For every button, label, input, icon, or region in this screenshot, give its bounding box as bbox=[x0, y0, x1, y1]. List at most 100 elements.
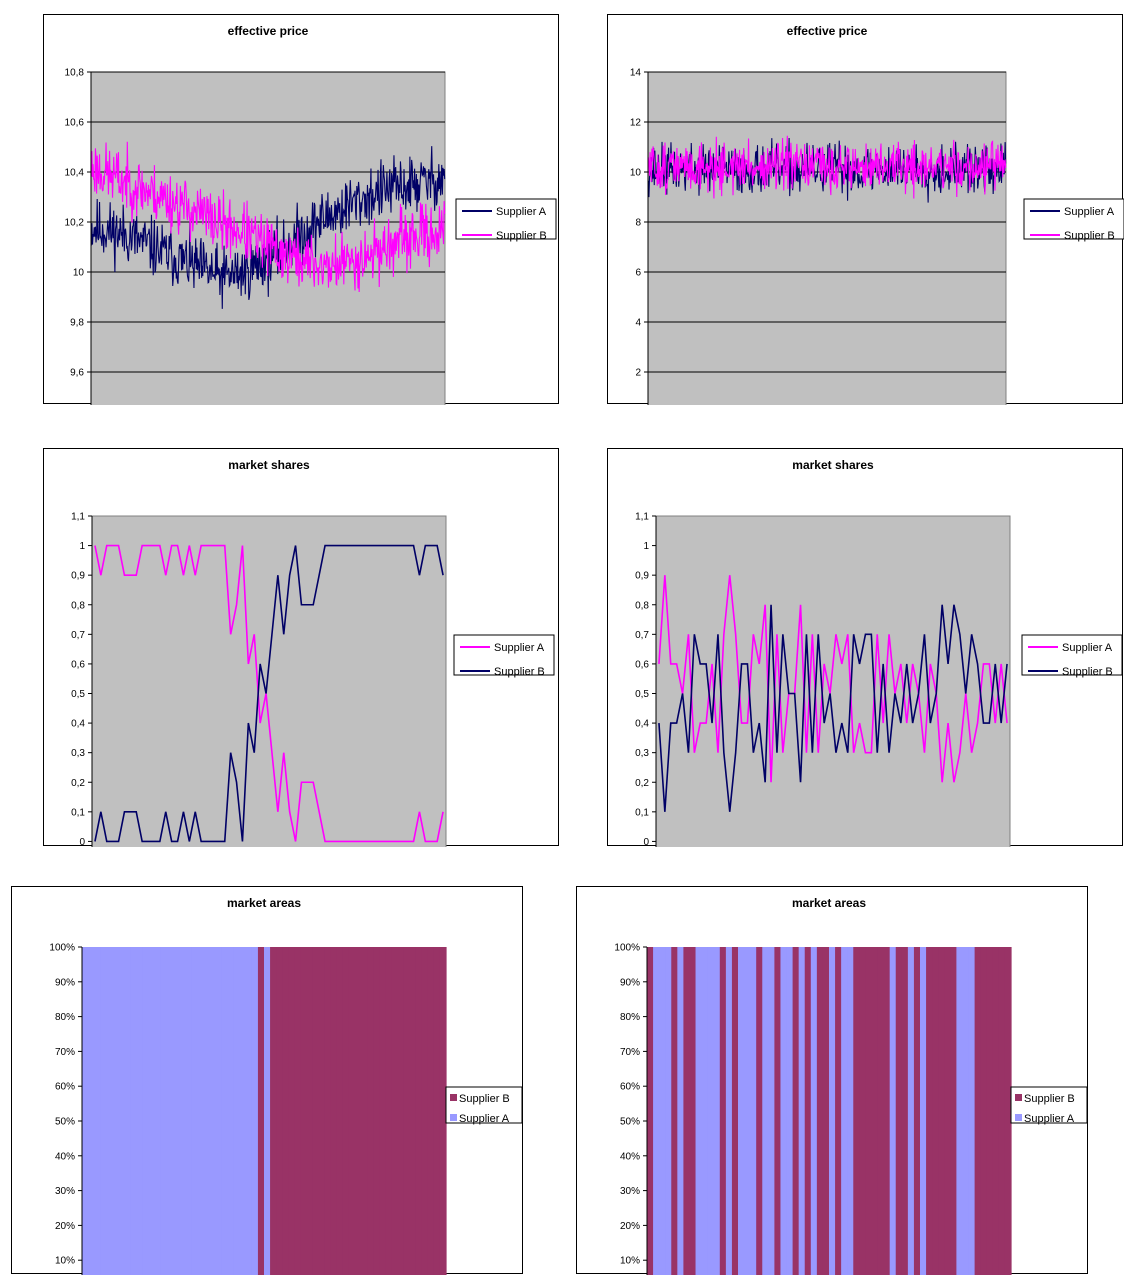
bar-segment bbox=[276, 947, 283, 1275]
bar-segment bbox=[330, 947, 338, 1275]
legend-label: Supplier B bbox=[1062, 666, 1113, 678]
bar-segment bbox=[962, 947, 970, 1275]
bar-segment bbox=[318, 947, 326, 1275]
y-tick-label: 10,4 bbox=[65, 168, 85, 179]
legend-label: Supplier B bbox=[459, 1093, 510, 1105]
bar-segment bbox=[944, 947, 951, 1275]
bar-segment bbox=[94, 947, 101, 1275]
bar-segment bbox=[665, 947, 672, 1275]
bar-segment bbox=[913, 947, 921, 1275]
y-tick-label: 100% bbox=[614, 943, 640, 954]
bar-segment bbox=[920, 947, 927, 1275]
bar-segment bbox=[227, 947, 235, 1275]
legend-label: Supplier A bbox=[1024, 1113, 1075, 1125]
bar-segment bbox=[701, 947, 709, 1275]
bar-segment bbox=[221, 947, 229, 1275]
bar-segment bbox=[282, 947, 289, 1275]
bar-segment bbox=[865, 947, 873, 1275]
chart-title: market areas bbox=[227, 896, 301, 910]
bar-segment bbox=[300, 947, 308, 1275]
y-tick-label: 0,1 bbox=[71, 807, 85, 818]
y-tick-label: 1,1 bbox=[635, 512, 649, 523]
bar-segment bbox=[251, 947, 259, 1275]
y-tick-label: 90% bbox=[55, 977, 75, 988]
bar-segment bbox=[88, 947, 95, 1275]
y-tick-label: 12 bbox=[630, 118, 642, 129]
bar-segment bbox=[391, 947, 399, 1275]
y-tick-label: 10% bbox=[55, 1256, 75, 1267]
y-tick-label: 90% bbox=[620, 977, 640, 988]
bar-segment bbox=[136, 947, 144, 1275]
bar-segment bbox=[756, 947, 763, 1275]
bar-segment bbox=[379, 947, 386, 1275]
bar-segment bbox=[439, 947, 447, 1275]
bar-segment bbox=[342, 947, 350, 1275]
bar-segment bbox=[209, 947, 217, 1275]
bar-segment bbox=[671, 947, 678, 1275]
y-tick-label: 0,5 bbox=[635, 689, 649, 700]
bar-segment bbox=[780, 947, 788, 1275]
bar-segment bbox=[792, 947, 800, 1275]
y-tick-label: 4 bbox=[635, 318, 641, 329]
bar-segment bbox=[998, 947, 1006, 1275]
bar-segment bbox=[725, 947, 733, 1275]
plot-area bbox=[91, 515, 447, 847]
bar-segment bbox=[968, 947, 976, 1275]
bar-segment bbox=[847, 947, 854, 1275]
bar-segment bbox=[980, 947, 988, 1275]
chart-svg: market areas0%10%20%30%40%50%60%70%80%90… bbox=[614, 896, 1088, 1275]
bar-segment bbox=[118, 947, 126, 1275]
bar-segment bbox=[853, 947, 860, 1275]
legend-label: Supplier B bbox=[494, 666, 545, 678]
bar-segment bbox=[829, 947, 836, 1275]
bar-segment bbox=[992, 947, 1000, 1275]
series-line-1 bbox=[90, 141, 446, 292]
bar-segment bbox=[348, 947, 356, 1275]
y-tick-label: 9,6 bbox=[70, 368, 84, 379]
y-tick-label: 80% bbox=[55, 1012, 75, 1023]
bar-segment bbox=[744, 947, 751, 1275]
bar-segment bbox=[974, 947, 982, 1275]
y-tick-label: 10,6 bbox=[65, 118, 85, 129]
legend: Supplier A Supplier B bbox=[1021, 634, 1123, 678]
y-tick-label: 60% bbox=[620, 1082, 640, 1093]
bar-segment bbox=[986, 947, 994, 1275]
y-tick-label: 0,4 bbox=[71, 719, 85, 730]
y-tick-label: 0,4 bbox=[635, 719, 649, 730]
y-tick-label: 14 bbox=[630, 68, 642, 79]
bar-segment bbox=[768, 947, 775, 1275]
bar-segment bbox=[173, 947, 180, 1275]
y-tick-label: 0,5 bbox=[71, 689, 85, 700]
bar-segment bbox=[750, 947, 757, 1275]
y-tick-label: 0,6 bbox=[71, 659, 85, 670]
y-tick-label: 1 bbox=[643, 541, 649, 552]
chart-svg: market areas0%10%20%30%40%50%60%70%80%90… bbox=[49, 896, 523, 1275]
bar-segment bbox=[731, 947, 739, 1275]
bar-segment bbox=[841, 947, 848, 1275]
bar-segment bbox=[835, 947, 842, 1275]
bar-segment bbox=[160, 947, 168, 1275]
legend-box bbox=[1023, 198, 1124, 240]
chart-svg: market shares-0,100,10,20,30,40,50,60,70… bbox=[635, 458, 1123, 847]
legend-swatch bbox=[450, 1114, 457, 1121]
bar-segment bbox=[355, 947, 362, 1275]
bar-segment bbox=[647, 947, 654, 1275]
chart-market-areas-right: market areas0%10%20%30%40%50%60%70%80%90… bbox=[576, 886, 1088, 1275]
y-tick-label: 0,7 bbox=[635, 630, 649, 641]
bar-segment bbox=[877, 947, 885, 1275]
y-tick-label: 30% bbox=[620, 1186, 640, 1197]
bar-segment bbox=[154, 947, 162, 1275]
bar-segment bbox=[810, 947, 818, 1275]
legend-label: Supplier B bbox=[496, 230, 547, 242]
y-tick-label: 0 bbox=[643, 837, 649, 847]
chart-title: market shares bbox=[228, 458, 310, 472]
y-tick-label: 10 bbox=[630, 168, 642, 179]
series-line-0 bbox=[90, 146, 446, 309]
legend: Supplier B Supplier A bbox=[445, 1086, 523, 1125]
bar-segment bbox=[336, 947, 344, 1275]
bar-segment bbox=[883, 947, 891, 1275]
bar-segment bbox=[433, 947, 441, 1275]
series-line-0 bbox=[94, 544, 444, 843]
y-tick-label: 30% bbox=[55, 1186, 75, 1197]
y-tick-label: 10 bbox=[73, 268, 85, 279]
